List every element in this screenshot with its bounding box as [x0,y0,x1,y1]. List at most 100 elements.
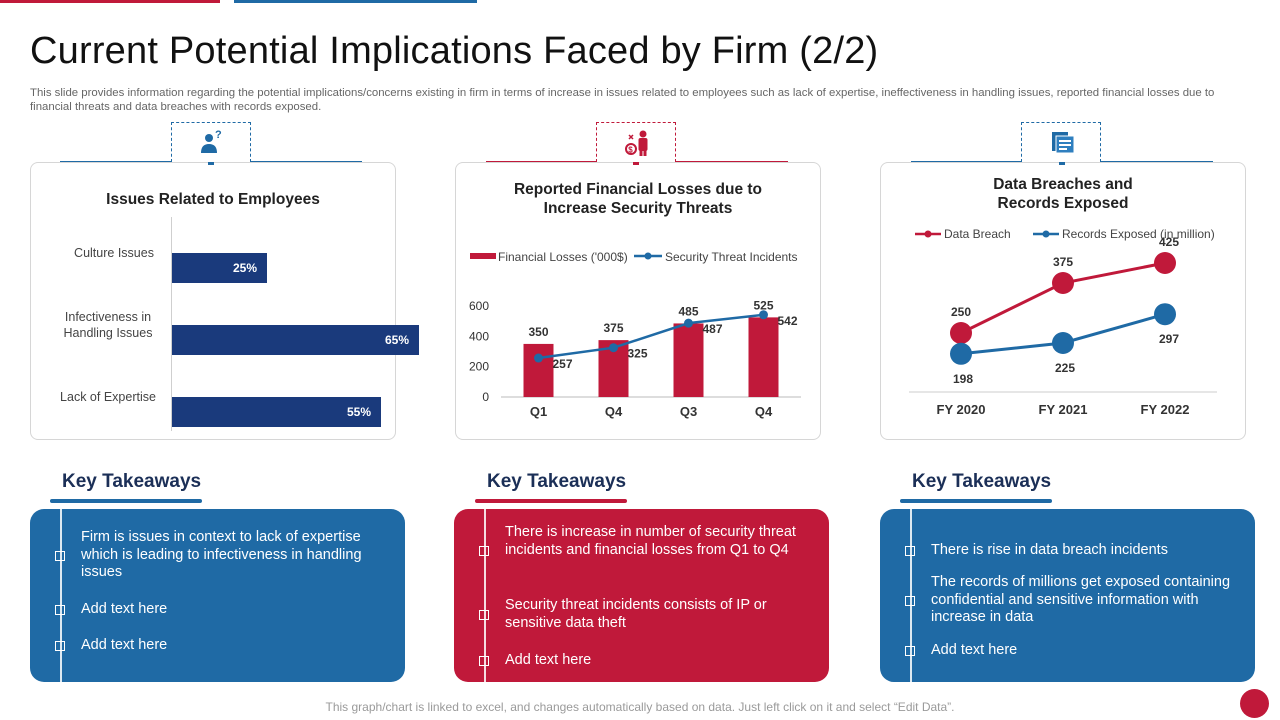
legend-label-financial-losses: Financial Losses ('000$) [498,250,628,264]
kt-item: Add text here [931,642,1018,658]
security-incidents-point-0 [534,353,543,363]
records-exposed-label-0: 198 [953,372,973,386]
employee-question-icon: ? [201,129,222,153]
kt-bullet [905,546,915,556]
data-breaches-card: Data Breaches and Records Exposed Data B… [880,162,1246,440]
legend-marker-data-breach [924,230,932,238]
records-exposed-point-0 [950,342,972,365]
employee-bar-value-0: 25% [232,261,257,275]
employee-bar-0: 25% [172,253,267,283]
svg-text:?: ? [215,129,222,141]
legend-marker-security-incidents [644,252,652,260]
corner-dot [1240,689,1269,718]
financial-bar-0 [523,343,554,397]
financial-bar-label-3: 525 [753,298,773,312]
kt-underline-3 [900,499,1052,503]
employee-chart-title: Issues Related to Employees [106,191,320,208]
kt-bullet [55,605,65,615]
kt-box-3: There is rise in data breach incidents T… [880,509,1255,682]
kt-bullet [905,646,915,656]
data-records-icon [1052,132,1075,154]
slide-subtitle: This slide provides information regardin… [30,87,1215,113]
kt-bullet [479,656,489,666]
financial-bar-3 [748,317,779,397]
panel3-icon-box [1021,122,1101,162]
legend-marker-records-exposed [1042,230,1050,238]
y-tick-label-3: 600 [469,299,489,313]
legend-label-records-exposed: Records Exposed (in million) [1062,227,1215,241]
kt-item: Add text here [81,637,168,653]
data-breach-label-0: 250 [951,305,971,319]
legend-label-data-breach: Data Breach [944,227,1011,241]
legend-swatch-financial-losses [470,253,496,259]
kt-item: The records of millions get exposed cont… [931,574,1231,625]
x-tick-label-2: Q3 [680,404,697,419]
financial-threat-icon: $ [625,130,648,156]
kt-item: Security threat incidents consists of IP… [505,597,767,631]
security-incidents-label-2: 487 [703,322,723,336]
security-incidents-label-1: 325 [628,347,648,361]
breach-chart-title: Data Breaches and Records Exposed [993,176,1133,212]
kt-heading-2: Key Takeaways [487,471,627,492]
kt-underline-1 [50,499,202,503]
top-accent-blue [234,0,477,3]
panel3-node [1059,159,1065,165]
security-incidents-label-3: 542 [778,314,798,328]
kt-timeline-1 [60,509,62,682]
data-breach-point-0 [950,322,972,344]
records-exposed-point-1 [1052,332,1074,354]
employee-cat-label-0: Culture Issues [74,246,154,260]
employee-cat-label-2: Lack of Expertise [60,390,156,404]
financial-chart: Financial Losses ('000$) Security Threat … [469,250,801,419]
panel2-icon-box: $ [596,122,676,162]
breach-chart: Data Breach Records Exposed (in million) F… [909,227,1217,417]
x-tick-label-1: Q4 [605,404,623,419]
employee-cat-label-1: Infectiveness in Handling Issues [63,310,153,340]
breach-x-tick-label-1: FY 2021 [1039,402,1088,417]
x-tick-label-0: Q1 [530,404,547,419]
kt-underline-2 [475,499,627,503]
kt-heading-3: Key Takeaways [912,471,1052,492]
employee-bar-1: 65% [172,325,419,355]
svg-text:$: $ [628,146,633,155]
panel2-node [633,159,639,165]
financial-losses-card: Reported Financial Losses due to Increas… [455,162,821,440]
security-incidents-label-0: 257 [553,357,573,371]
financial-bar-label-0: 350 [528,325,548,339]
y-tick-label-2: 400 [469,329,489,343]
kt-item: Add text here [505,652,592,668]
x-tick-label-3: Q4 [755,404,773,419]
kt-item: There is rise in data breach incidents [931,542,1168,558]
kt-bullet [905,596,915,606]
y-tick-label-1: 200 [469,360,489,374]
kt-bullet [55,551,65,561]
data-breach-point-1 [1052,272,1074,294]
security-incidents-point-3 [759,310,768,320]
kt-timeline-2 [484,509,486,682]
kt-bullet [479,610,489,620]
data-breach-point-2 [1154,252,1176,274]
kt-heading-1: Key Takeaways [62,471,202,492]
security-incidents-point-1 [609,343,618,353]
breach-x-tick-label-2: FY 2022 [1141,402,1190,417]
kt-bullet [55,641,65,651]
data-breach-label-1: 375 [1053,255,1073,269]
footer-note: This graph/chart is linked to excel, and… [325,700,955,714]
kt-bullet [479,546,489,556]
records-exposed-point-2 [1154,303,1176,326]
slide-title: Current Potential Implications Faced by … [30,30,879,72]
kt-box-2: There is increase in number of security … [454,509,829,682]
data-breach-label-2: 425 [1159,235,1179,249]
kt-item: Add text here [81,601,168,617]
kt-box-1: Firm is issues in context to lack of exp… [30,509,405,682]
employee-issues-card: Issues Related to Employees Culture Issu… [30,162,419,440]
employee-bar-2: 55% [172,397,381,427]
security-incidents-point-2 [684,318,693,328]
security-incidents-line [538,313,764,360]
employee-chart-axis [171,217,172,431]
financial-bar-label-2: 485 [678,304,698,318]
kt-item: Firm is issues in context to lack of exp… [81,529,362,580]
top-accent-red [0,0,220,3]
legend-label-security-incidents: Security Threat Incidents [665,250,798,264]
kt-timeline-3 [910,509,912,682]
